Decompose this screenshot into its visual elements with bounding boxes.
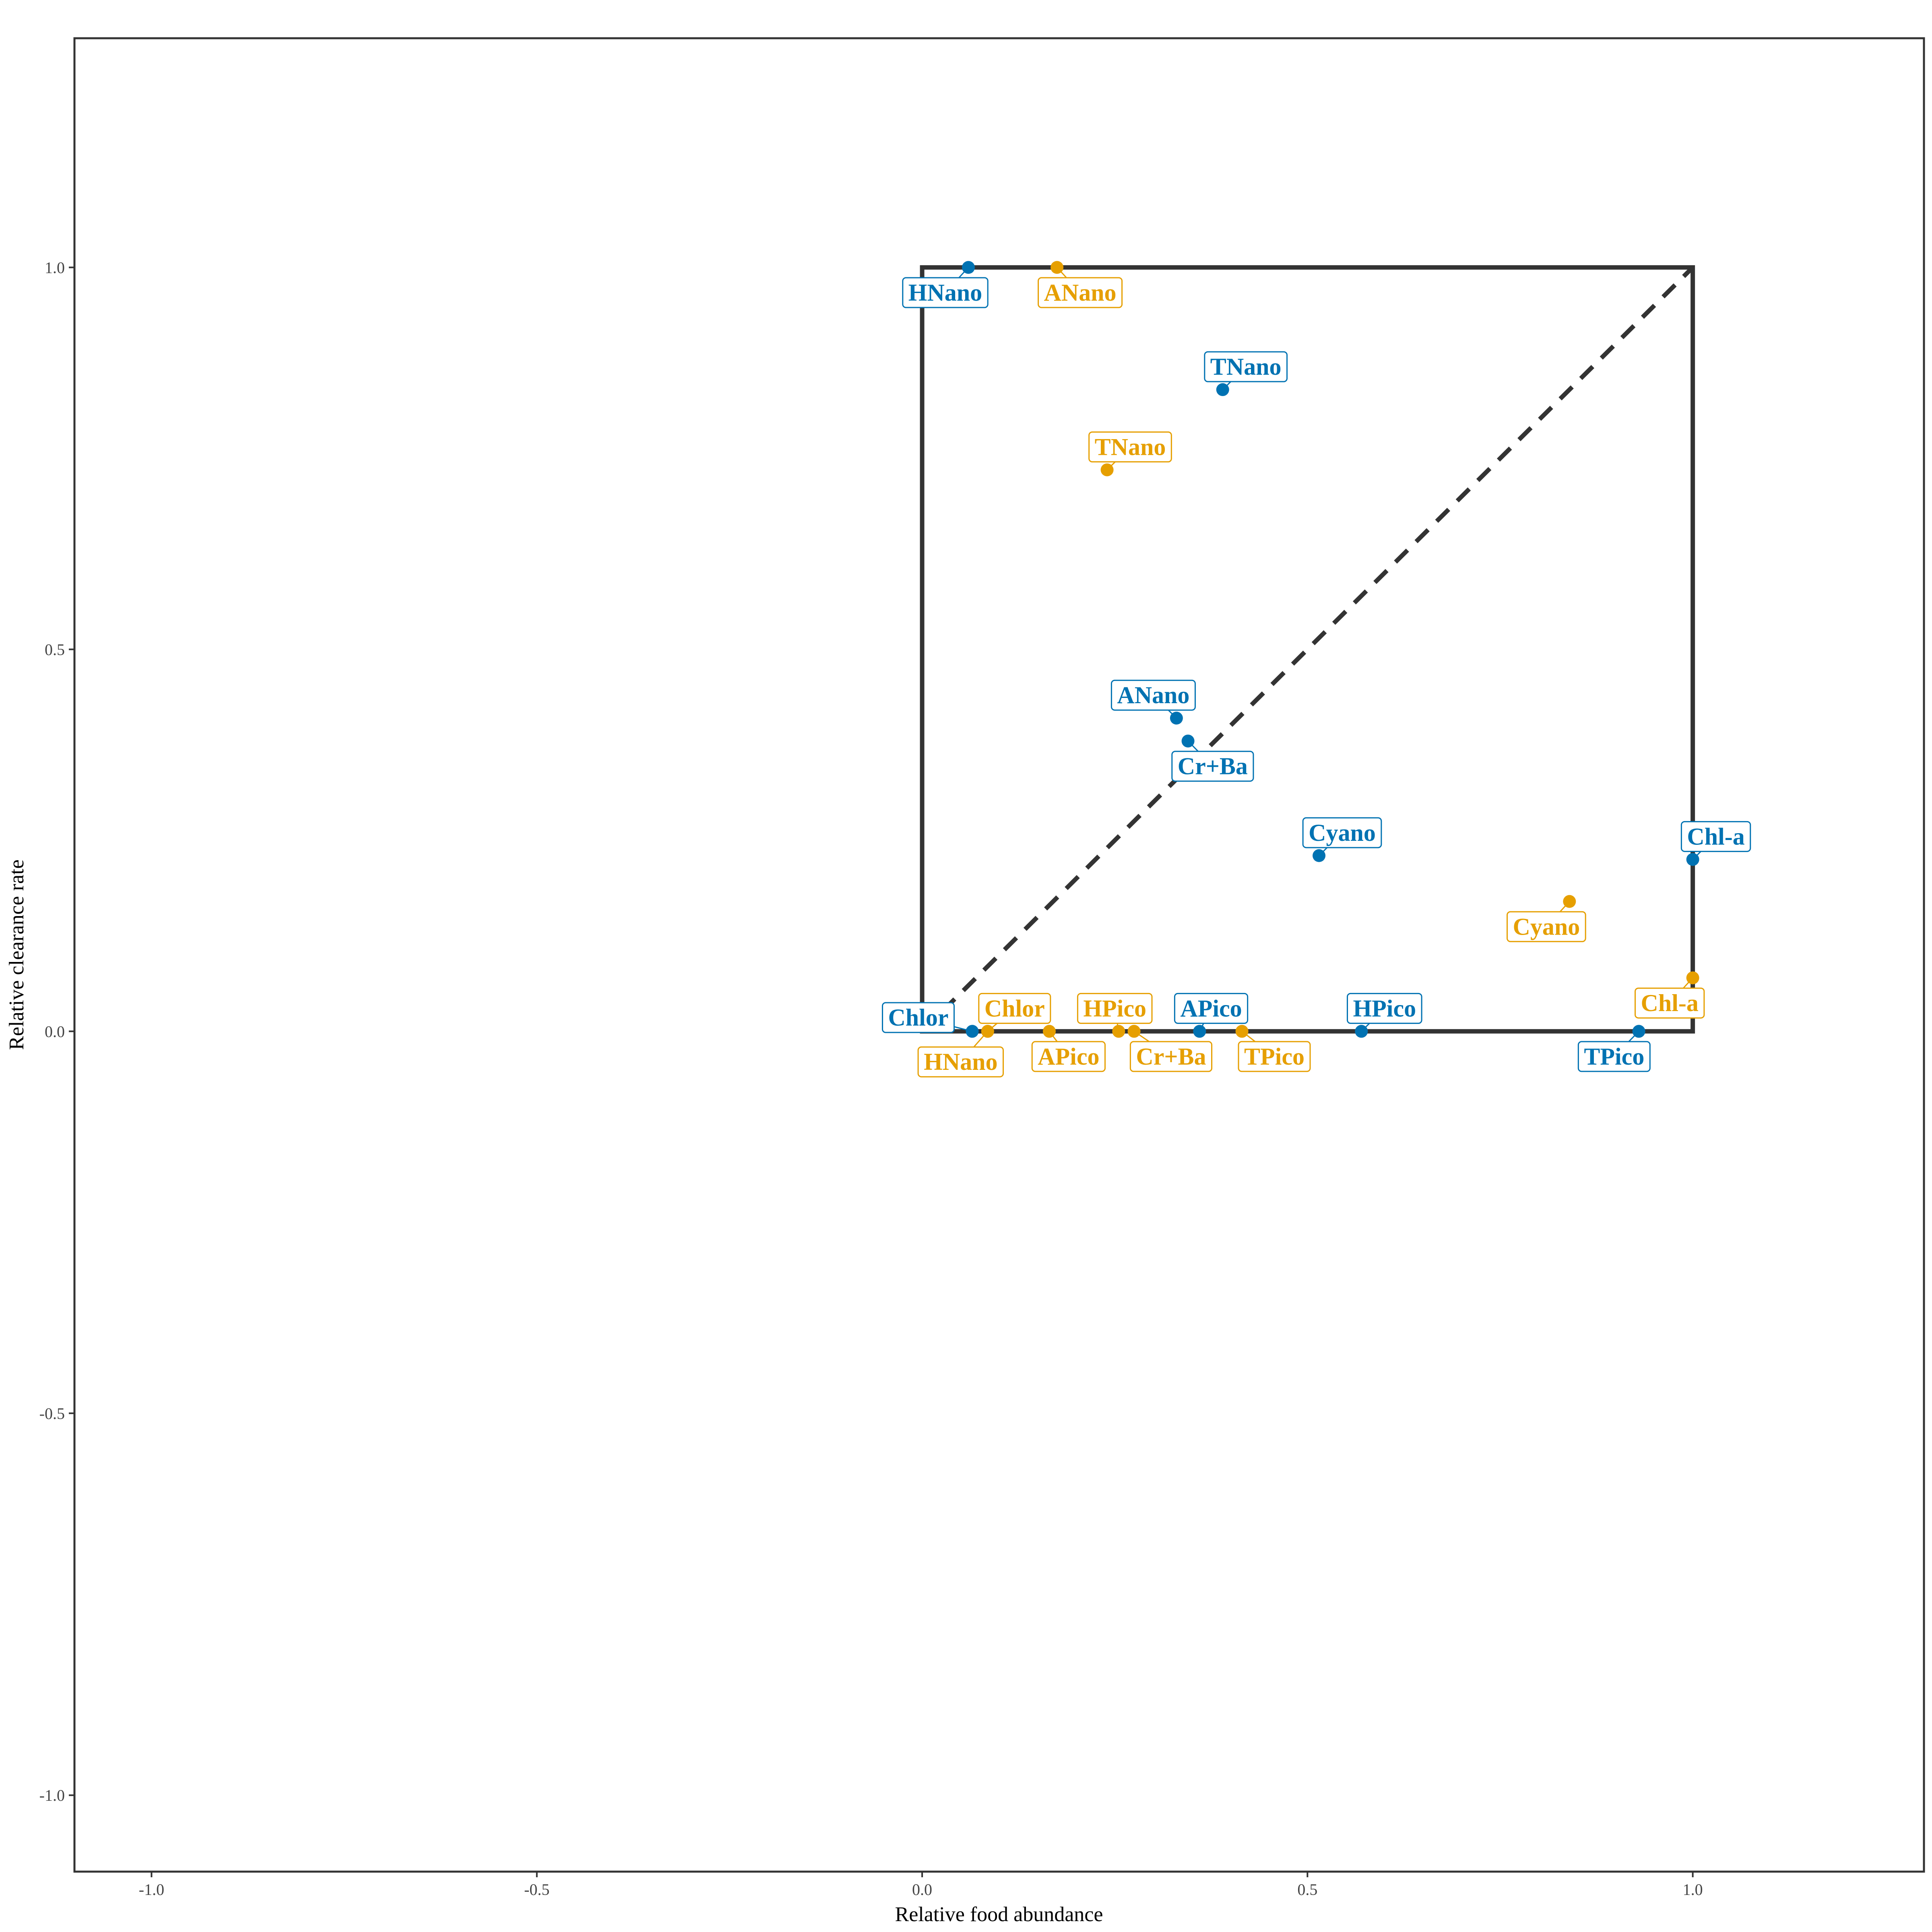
y-tick-label: 0.0 (45, 1022, 65, 1040)
point-label: Chlor (881, 1002, 955, 1033)
point-label: Cyano (1302, 817, 1382, 848)
label-text: HNano (908, 279, 982, 306)
label-box (1077, 993, 1153, 1024)
label-box (1238, 1041, 1311, 1072)
x-tick-label: -1.0 (139, 1880, 164, 1899)
reference-box (920, 265, 1695, 1034)
label-text: APico (1038, 1043, 1099, 1070)
label-text: Cyano (1309, 819, 1376, 846)
label-text: Chl-a (1641, 990, 1699, 1016)
label-text: HPico (1353, 995, 1416, 1022)
point-label: Chlor (978, 993, 1051, 1024)
label-box (1635, 987, 1705, 1019)
label-box (1346, 993, 1422, 1024)
label-text: APico (1180, 995, 1242, 1022)
y-tick-label: 1.0 (45, 258, 65, 277)
label-box (1171, 751, 1254, 782)
label-box (1174, 993, 1249, 1024)
reference-layer (920, 265, 1695, 1034)
point-label: Cyano (1507, 911, 1586, 942)
label-text: HNano (924, 1049, 997, 1075)
label-box (1507, 911, 1586, 942)
label-box (1302, 817, 1382, 848)
point-label: HNano (902, 277, 989, 308)
label-box (1031, 1041, 1106, 1072)
x-tick-label: -0.5 (524, 1880, 549, 1899)
label-text: Chl-a (1687, 823, 1744, 850)
x-tick-label: 0.0 (912, 1880, 932, 1899)
point-label: Chl-a (1680, 821, 1751, 852)
label-text: Cr+Ba (1136, 1043, 1206, 1070)
label-text: TPico (1244, 1043, 1305, 1070)
label-box (978, 993, 1051, 1024)
y-tick-label: 0.5 (45, 640, 65, 658)
x-axis-ticks: -1.0 -0.5 0.0 0.5 1.0 (139, 1872, 1703, 1899)
y-tick-label: -1.0 (39, 1786, 65, 1804)
point-label: HPico (1346, 993, 1422, 1024)
label-text: TNano (1095, 433, 1166, 460)
reference-diagonal (921, 266, 1695, 1033)
label-box (1110, 679, 1196, 711)
label-text: HPico (1083, 995, 1146, 1022)
label-box (917, 1046, 1004, 1077)
label-text: TPico (1584, 1043, 1644, 1070)
point-label: Cr+Ba (1171, 751, 1254, 782)
plot-panel (73, 37, 1925, 1873)
point-label: HNano (917, 1046, 1004, 1077)
labels-layer: HNano TNano ANano Cr+Ba Cyano Chl-a Chlor APico… (881, 267, 1751, 1077)
y-axis-title: Relative clearance rate (5, 859, 28, 1050)
label-text: ANano (1117, 682, 1189, 708)
label-text: Chlor (985, 995, 1045, 1022)
label-box (1088, 431, 1172, 462)
point-label: Cr+Ba (1129, 1041, 1213, 1072)
label-text: Cyano (1513, 913, 1580, 940)
label-text: Cr+Ba (1178, 753, 1248, 780)
label-text: ANano (1044, 279, 1117, 306)
x-tick-label: 0.5 (1297, 1880, 1317, 1899)
point-label: HPico (1077, 993, 1153, 1024)
label-box (902, 277, 989, 308)
point-label: ANano (1110, 679, 1196, 711)
point-label: ANano (1038, 277, 1123, 308)
point-label: TPico (1238, 1041, 1311, 1072)
y-axis-ticks: -1.0 -0.5 0.0 0.5 1.0 (39, 258, 74, 1804)
label-text: Chlor (888, 1004, 948, 1031)
point-label: APico (1031, 1041, 1106, 1072)
label-box (881, 1002, 955, 1033)
point-label: APico (1174, 993, 1249, 1024)
label-box (1038, 277, 1123, 308)
point-label: TPico (1577, 1041, 1651, 1072)
label-box (1577, 1041, 1651, 1072)
label-box (1680, 821, 1751, 852)
point-label: TNano (1204, 351, 1288, 382)
point-label: TNano (1088, 431, 1172, 462)
y-tick-label: -0.5 (39, 1404, 65, 1422)
label-box (1204, 351, 1288, 382)
label-box (1129, 1041, 1213, 1072)
point-label: Chl-a (1635, 987, 1705, 1019)
x-axis-title: Relative food abundance (895, 1903, 1103, 1926)
label-text: TNano (1210, 353, 1282, 380)
x-tick-label: 1.0 (1683, 1880, 1703, 1899)
